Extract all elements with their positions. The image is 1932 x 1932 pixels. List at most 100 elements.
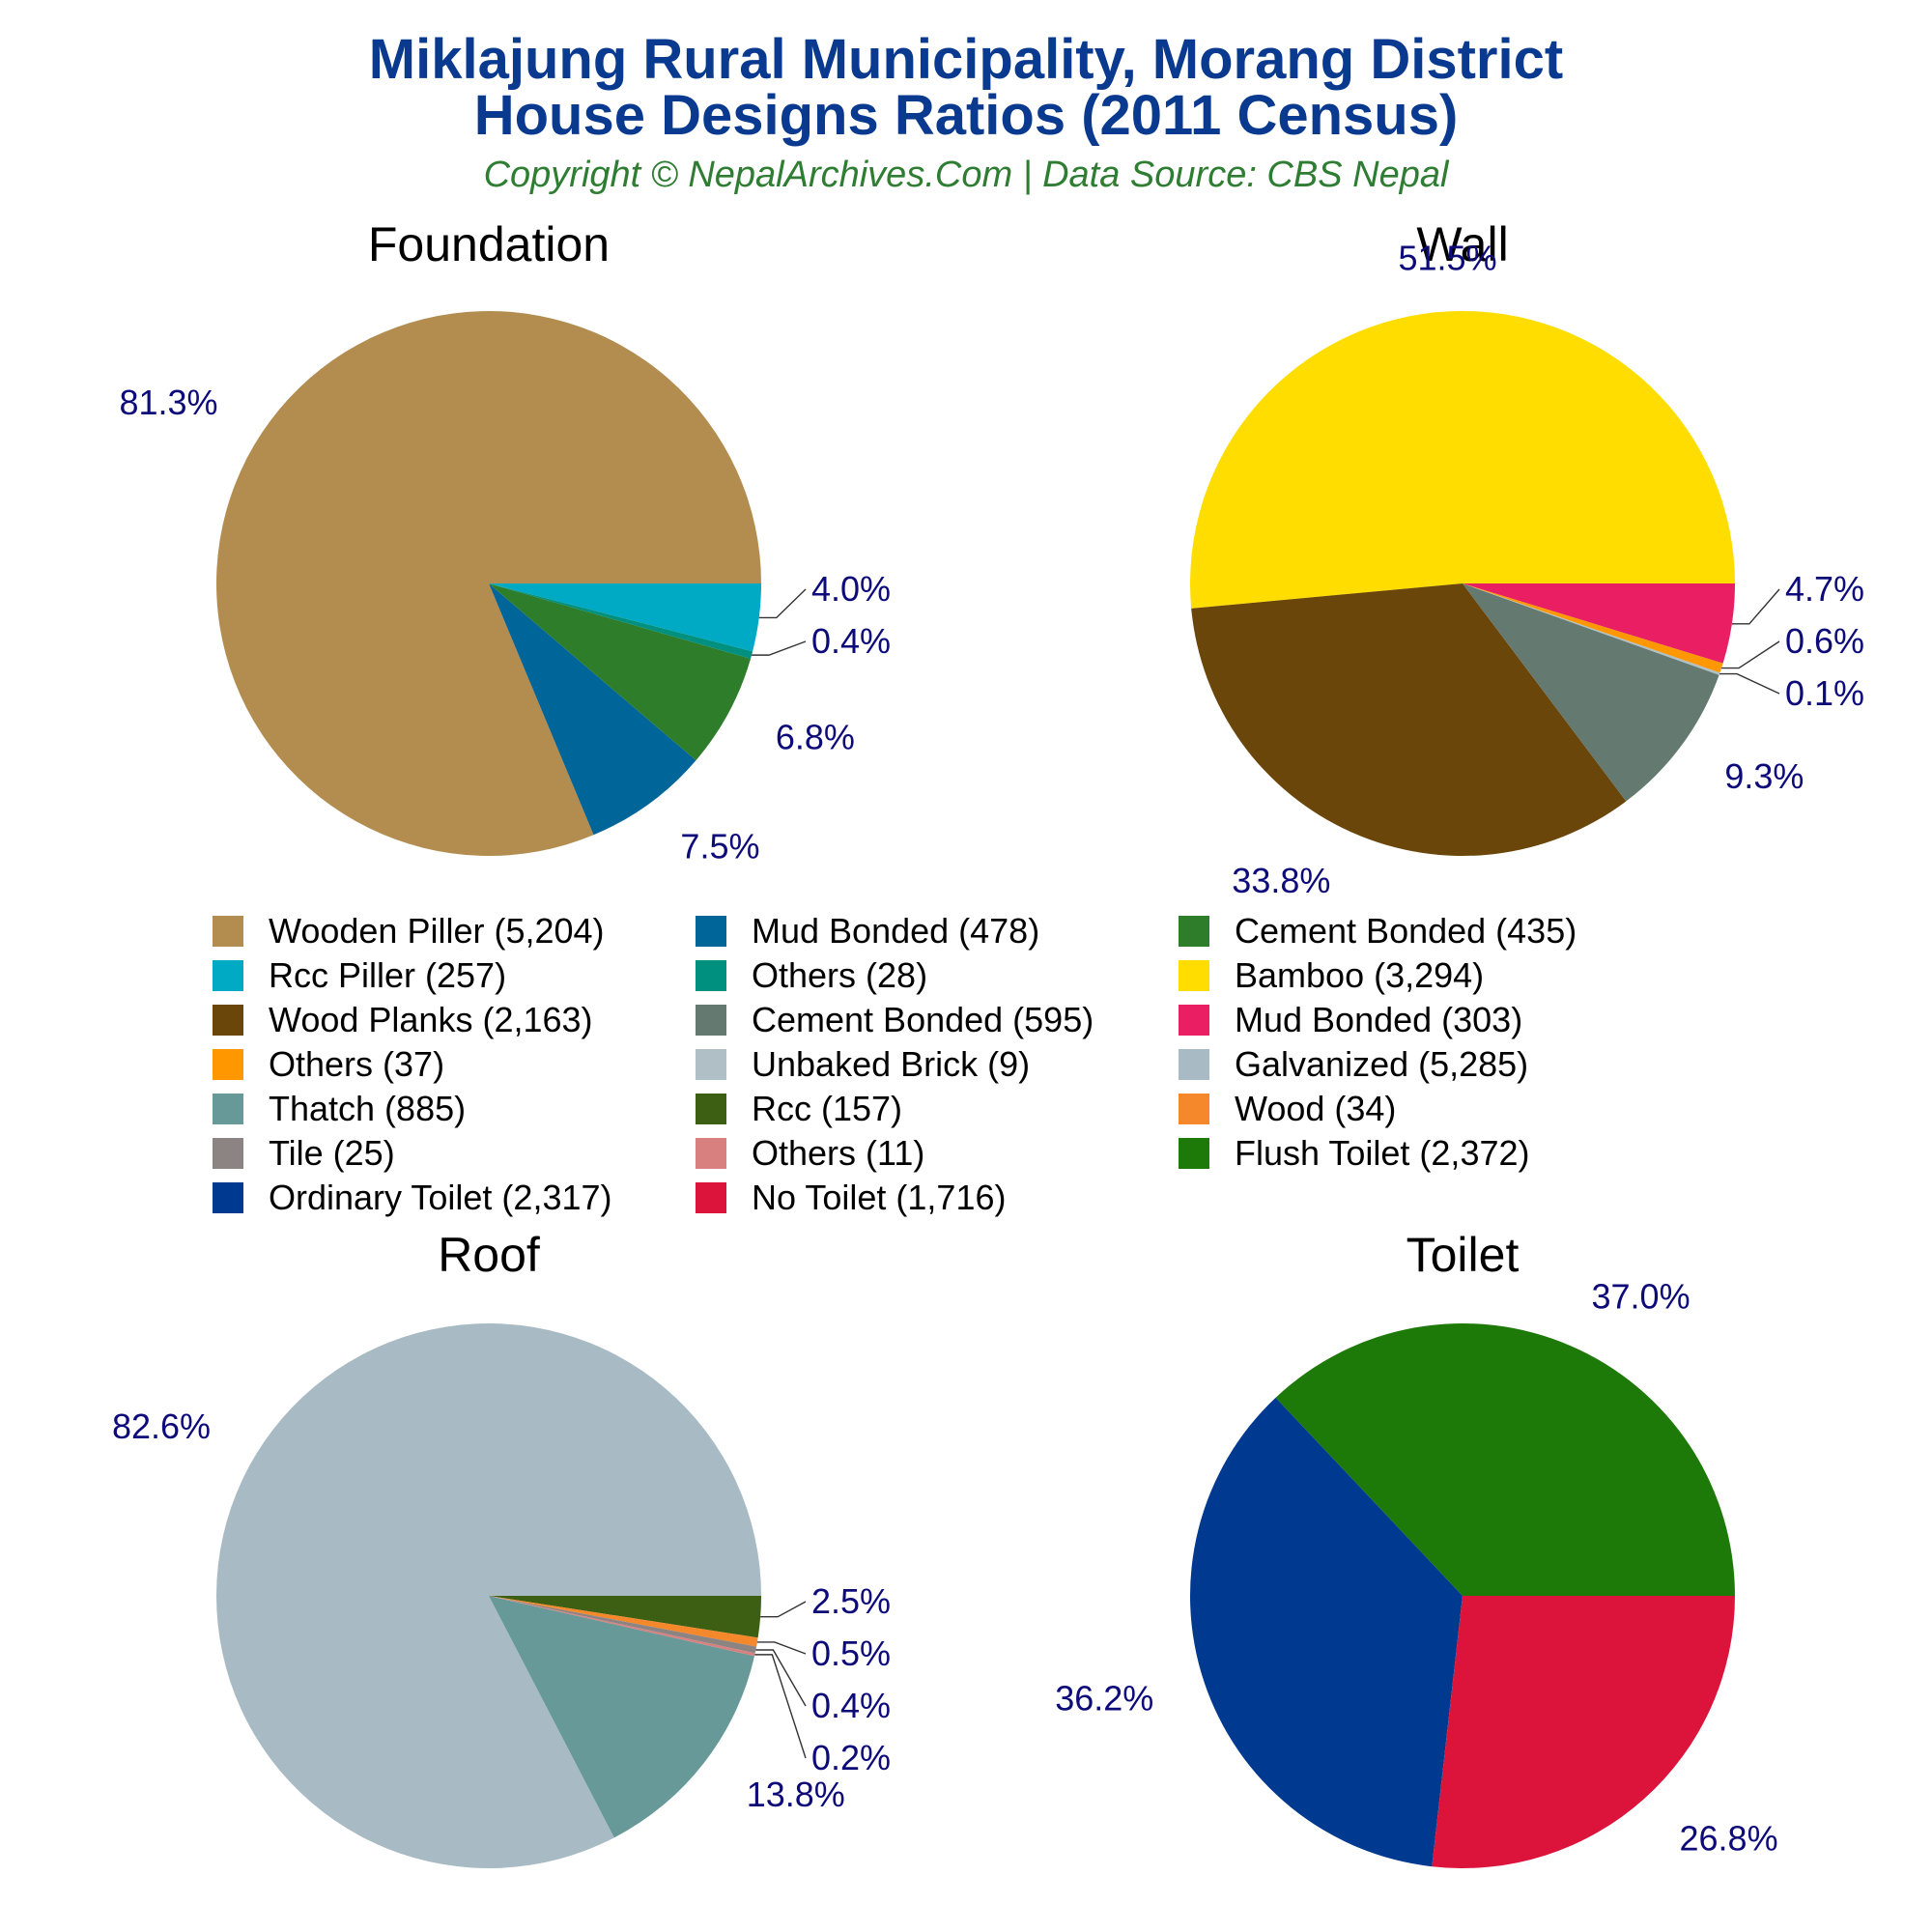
pie-data-label: 13.8% xyxy=(747,1775,845,1814)
legend-item: Others (37) xyxy=(213,1044,445,1084)
legend-item: Wood (34) xyxy=(1179,1089,1397,1128)
pie-wall: 51.5% 33.8% 9.3% 4.7% 0.6% 0.1% xyxy=(1189,238,1864,900)
pie-data-label: 0.4% xyxy=(811,1686,891,1725)
pie-leader-line xyxy=(754,1654,807,1759)
pie-leader-line xyxy=(755,1649,807,1707)
pie-slice-bamboo xyxy=(1189,310,1735,609)
legend-item: Unbaked Brick (9) xyxy=(696,1044,1031,1084)
pie-data-label: 0.1% xyxy=(1785,673,1864,713)
legend-label: Thatch (885) xyxy=(269,1089,467,1128)
pie-leader-line xyxy=(758,588,807,619)
legend-label: Galvanized (5,285) xyxy=(1235,1044,1529,1084)
legend-label: Wood Planks (2,163) xyxy=(269,1000,593,1039)
pie-slice-others xyxy=(489,1596,755,1657)
pie-data-label: 9.3% xyxy=(1724,756,1804,796)
legend-swatch xyxy=(213,1094,243,1124)
legend-swatch xyxy=(1179,1049,1209,1080)
pie-data-label: 82.6% xyxy=(112,1406,211,1446)
pie-slice-others xyxy=(1463,583,1723,673)
pie-leader-line xyxy=(1719,672,1780,695)
pie-leader-line xyxy=(1721,640,1780,669)
legend-swatch xyxy=(696,1094,726,1124)
legend-label: Cement Bonded (595) xyxy=(752,1000,1094,1039)
legend-item: Thatch (885) xyxy=(213,1089,467,1128)
pie-slice-tile xyxy=(489,1596,757,1654)
legend-label: Rcc (157) xyxy=(752,1089,903,1128)
chart-title-line2: House Designs Ratios (2011 Census) xyxy=(473,84,1459,147)
legend-swatch xyxy=(213,960,243,991)
legend-item: Bamboo (3,294) xyxy=(1179,955,1485,995)
pie-slice-wooden-piller xyxy=(215,310,761,856)
legend-swatch xyxy=(696,916,726,947)
pie-slice-mud-bonded xyxy=(489,583,696,836)
legend-label: Wood (34) xyxy=(1235,1089,1397,1128)
legend-swatch xyxy=(213,1182,243,1213)
legend-item: Mud Bonded (478) xyxy=(696,911,1040,951)
pie-slice-flush-toilet xyxy=(1275,1323,1735,1596)
pie-data-label: 0.5% xyxy=(811,1634,891,1673)
chart-subtitle: Copyright © NepalArchives.Com | Data Sou… xyxy=(483,155,1449,195)
legend-label: No Toilet (1,716) xyxy=(752,1178,1007,1217)
pie-foundation: 81.3% 7.5% 6.8% 4.0% 0.4% xyxy=(119,310,891,866)
pie-data-label: 4.7% xyxy=(1785,569,1864,609)
pie-title-wall: Wall xyxy=(1416,217,1509,271)
pie-leader-line xyxy=(760,1601,807,1618)
legend-item: Wooden Piller (5,204) xyxy=(213,911,605,951)
legend-swatch xyxy=(696,1138,726,1169)
pie-slice-no-toilet xyxy=(1432,1596,1735,1868)
pie-data-label: 0.6% xyxy=(1785,621,1864,661)
legend-label: Bamboo (3,294) xyxy=(1235,955,1485,995)
pie-data-label: 51.5% xyxy=(1399,238,1497,277)
pie-slice-ordinary-toilet xyxy=(1190,1397,1463,1867)
pie-leader-line xyxy=(1731,588,1780,625)
legend-label: Others (28) xyxy=(752,955,928,995)
legend-swatch xyxy=(696,1005,726,1036)
legend-swatch xyxy=(696,1049,726,1080)
pie-data-label: 6.8% xyxy=(776,718,855,757)
pie-title-foundation: Foundation xyxy=(367,217,611,271)
legend-item: No Toilet (1,716) xyxy=(696,1178,1007,1217)
legend-item: Tile (25) xyxy=(213,1133,395,1173)
pie-slice-rcc-piller xyxy=(489,583,761,652)
legend-swatch xyxy=(213,1138,243,1169)
legend-label: Mud Bonded (478) xyxy=(752,911,1040,951)
legend-swatch xyxy=(1179,960,1209,991)
pie-data-label: 0.4% xyxy=(811,621,891,661)
legend-label: Wooden Piller (5,204) xyxy=(269,911,605,951)
pie-roof: 82.6% 13.8% 2.5% 0.5% 0.4% 0.2% xyxy=(112,1323,891,1868)
legend-label: Mud Bonded (303) xyxy=(1235,1000,1523,1039)
legend-label: Unbaked Brick (9) xyxy=(752,1044,1031,1084)
pie-title-toilet: Toilet xyxy=(1406,1228,1520,1282)
legend-item: Mud Bonded (303) xyxy=(1179,1000,1523,1039)
pie-slice-cement-bonded xyxy=(1463,583,1719,802)
pie-slice-rcc xyxy=(489,1596,761,1638)
legend-swatch xyxy=(213,1005,243,1036)
legend-swatch xyxy=(1179,1138,1209,1169)
pie-data-label: 26.8% xyxy=(1680,1818,1778,1858)
pie-leader-line xyxy=(752,640,807,656)
pie-slice-thatch xyxy=(489,1596,755,1838)
legend-item: Others (28) xyxy=(696,955,928,995)
legend-label: Others (11) xyxy=(752,1133,925,1173)
chart-title-line1: Miklajung Rural Municipality, Morang Dis… xyxy=(368,28,1564,91)
legend-label: Flush Toilet (2,372) xyxy=(1235,1133,1530,1173)
legend-label: Tile (25) xyxy=(269,1133,395,1173)
legend-label: Ordinary Toilet (2,317) xyxy=(269,1178,612,1217)
legend-item: Wood Planks (2,163) xyxy=(213,1000,593,1039)
legend-item: Cement Bonded (595) xyxy=(696,1000,1094,1039)
legend-item: Rcc Piller (257) xyxy=(213,955,506,995)
pie-data-label: 37.0% xyxy=(1592,1277,1690,1317)
pie-slice-wood xyxy=(489,1596,758,1647)
pie-data-label: 7.5% xyxy=(680,826,759,866)
legend-item: Others (11) xyxy=(696,1133,925,1173)
legend-swatch xyxy=(213,916,243,947)
pie-slice-others xyxy=(489,583,753,659)
legend-label: Others (37) xyxy=(269,1044,445,1084)
pie-data-label: 33.8% xyxy=(1232,861,1330,900)
pie-toilet: 37.0% 36.2% 26.8% xyxy=(1055,1277,1778,1868)
legend-item: Galvanized (5,285) xyxy=(1179,1044,1529,1084)
pie-data-label: 36.2% xyxy=(1055,1679,1153,1719)
legend-swatch xyxy=(696,960,726,991)
legend-swatch xyxy=(1179,916,1209,947)
